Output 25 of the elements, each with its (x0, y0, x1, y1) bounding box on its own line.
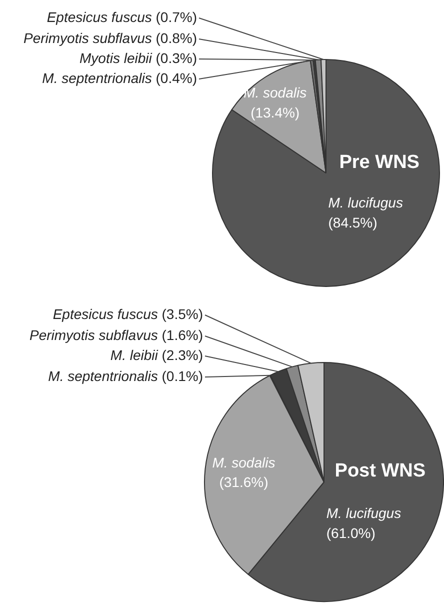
text: Post WNS (334, 460, 426, 482)
slice-label: Myotis leibii (80, 50, 156, 66)
slice-label: Perimyotis subflavus (29, 326, 162, 343)
data-label: (0.3%) (156, 50, 197, 66)
slice-label: M. septentrionalis (42, 70, 156, 86)
data-label: (1.6%) (162, 326, 203, 343)
data-label: (0.7%) (156, 8, 197, 25)
data-label: (13.4%) (250, 104, 300, 121)
slice-label: Perimyotis subflavus (23, 30, 156, 46)
slice-label: Eptesicus fuscus (52, 306, 162, 322)
slice-label: M. septentrionalis (48, 368, 162, 384)
data-label: (2.3%) (162, 346, 203, 363)
data-label: (0.4%) (156, 70, 197, 86)
data-label: (31.6%) (219, 474, 268, 490)
data-label: (0.8%) (156, 30, 197, 46)
slice-label: M. lucifugus (326, 505, 402, 522)
text: Pre WNS (339, 152, 420, 174)
slice-label: M. lucifugus (328, 194, 403, 211)
slice-label: M. leibii (110, 346, 162, 363)
data-label: (0.1%) (162, 368, 203, 384)
slice-label: M. sodalis (212, 454, 276, 470)
data-label: (84.5%) (328, 214, 378, 231)
data-label: (3.5%) (162, 306, 203, 322)
data-label: (61.0%) (326, 525, 376, 542)
slice-label: Eptesicus fuscus (46, 8, 156, 25)
